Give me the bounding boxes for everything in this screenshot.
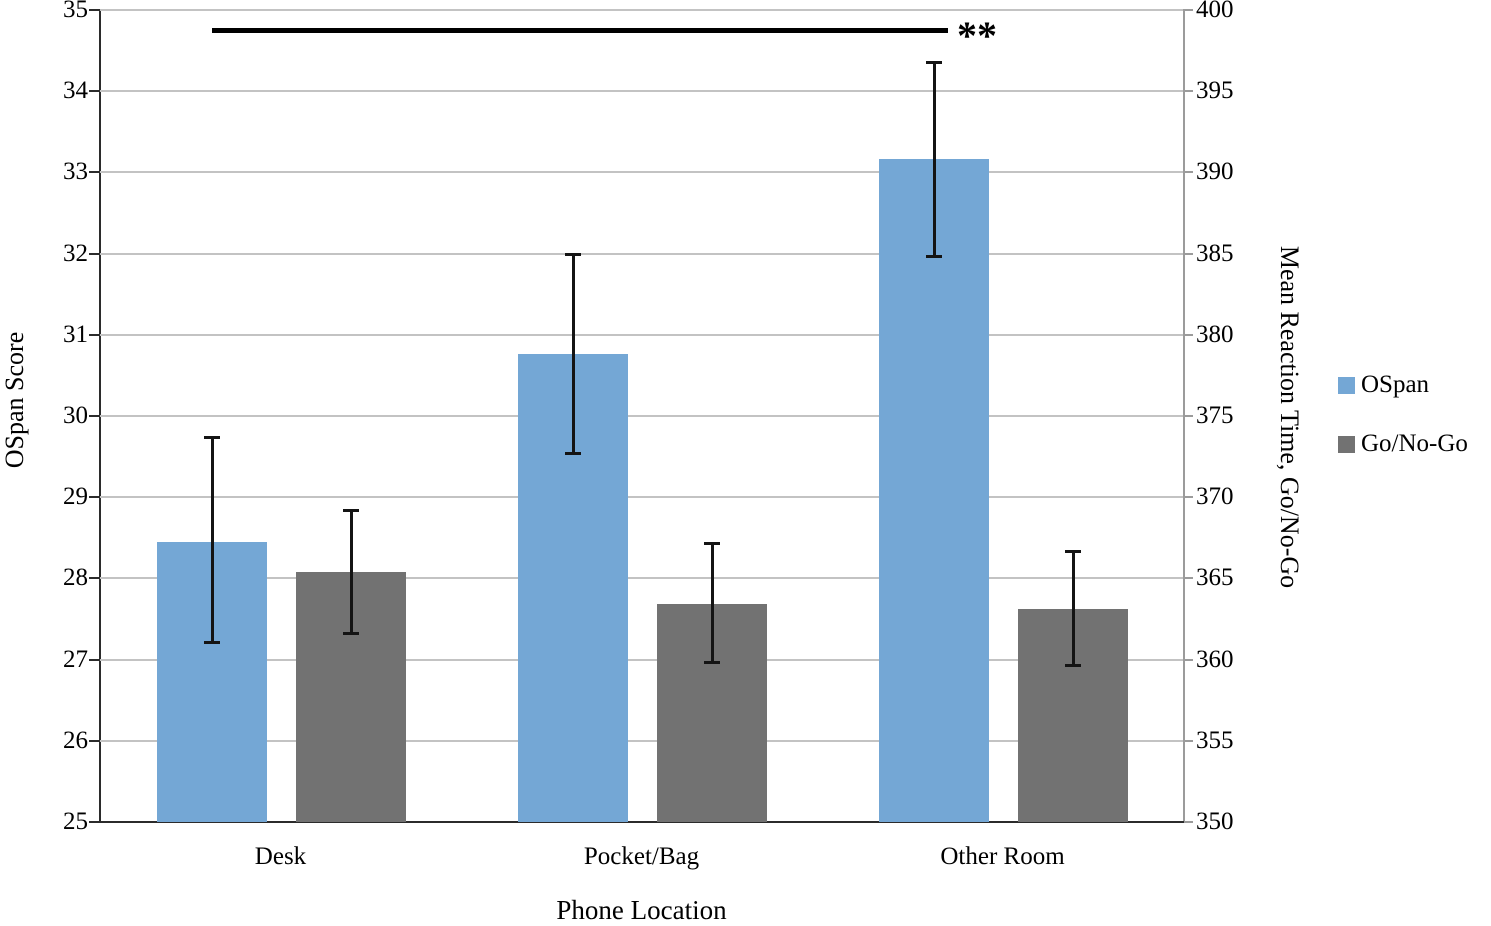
right-axis-tick-label: 365 [1196, 564, 1234, 592]
right-axis-tick-label: 400 [1196, 0, 1234, 23]
left-axis-tick [89, 333, 99, 336]
left-axis-tick-label: 32 [63, 239, 88, 267]
gridline [100, 658, 1183, 661]
right-axis-tick [1184, 333, 1193, 336]
x-category-label: Other Room [940, 843, 1065, 870]
left-axis-title: OSpan Score [0, 331, 29, 469]
left-axis-tick [89, 171, 99, 174]
left-axis-tick [89, 577, 99, 580]
error-bar-line [932, 61, 936, 257]
right-axis-tick [1184, 739, 1193, 742]
gridline [100, 415, 1183, 417]
left-axis-tick-label: 25 [63, 808, 88, 835]
error-bar-line [710, 542, 714, 663]
right-axis-tick [1184, 90, 1193, 93]
x-category-label: Pocket/Bag [583, 843, 700, 870]
error-bar-cap-top [343, 509, 359, 513]
error-bar-cap-top [926, 60, 942, 64]
right-axis-tick-label: 350 [1196, 808, 1234, 835]
right-axis-tick [1184, 171, 1193, 174]
right-axis-tick-label: 390 [1196, 158, 1234, 186]
right-axis-tick [1184, 658, 1193, 661]
right-axis-tick [1184, 821, 1193, 823]
legend-item-ospan: OSpan [1338, 372, 1429, 398]
legend-marker-gonogo [1338, 435, 1355, 453]
gridline [100, 739, 1183, 742]
error-bar-cap-top [204, 436, 220, 440]
left-axis-tick [89, 252, 99, 255]
x-axis-title: Phone Location [556, 895, 727, 925]
left-axis-tick-label: 34 [63, 77, 88, 105]
right-axis-tick [1184, 577, 1193, 580]
gridline [100, 252, 1183, 255]
gridline [100, 171, 1183, 174]
left-axis-tick-label: 29 [63, 483, 88, 511]
left-axis-tick [89, 496, 99, 499]
left-axis-tick-label: 27 [63, 645, 88, 673]
right-axis-tick-label: 380 [1196, 320, 1234, 348]
left-axis-tick [89, 9, 99, 11]
legend-label-ospan: OSpan [1361, 371, 1430, 398]
gridline [100, 333, 1183, 336]
right-axis-tick-label: 360 [1196, 645, 1234, 673]
right-axis-tick-label: 395 [1196, 77, 1234, 105]
error-bar-cap-bottom [704, 660, 720, 664]
error-bar-cap-bottom [204, 641, 220, 645]
legend-marker-ospan [1338, 376, 1355, 394]
error-bar-line [349, 510, 353, 634]
left-axis-tick [89, 739, 99, 742]
error-bar-cap-bottom [926, 254, 942, 258]
error-bar-cap-top [704, 541, 720, 545]
error-bar-cap-bottom [343, 631, 359, 635]
legend-label-gonogo: Go/No-Go [1361, 430, 1468, 457]
error-bar-cap-bottom [565, 452, 581, 456]
gridline [100, 577, 1183, 580]
left-axis-tick-label: 35 [63, 0, 88, 23]
error-bar-cap-top [1065, 549, 1081, 553]
error-bar-cap-bottom [1065, 664, 1081, 668]
right-axis-tick-label: 375 [1196, 402, 1234, 429]
right-axis-title: Mean Reaction Time, Go/No-Go [1275, 245, 1304, 589]
error-bar-cap-top [565, 252, 581, 256]
left-axis-tick-label: 33 [63, 158, 88, 186]
legend-item-gonogo: Go/No-Go [1338, 431, 1468, 457]
significance-label: ** [957, 13, 997, 59]
error-bar-line [1071, 550, 1075, 667]
gridline [100, 496, 1183, 499]
left-axis-tick [89, 415, 99, 417]
gridline [100, 90, 1183, 93]
x-axis-line [99, 821, 1185, 823]
right-axis-tick [1184, 252, 1193, 255]
left-axis-tick-label: 31 [63, 320, 88, 348]
left-axis-tick [89, 658, 99, 661]
significance-line [212, 27, 948, 33]
right-axis-tick-label: 370 [1196, 483, 1234, 511]
left-axis-tick [89, 90, 99, 93]
left-axis-tick [89, 821, 99, 823]
x-category-label: Desk [254, 843, 307, 870]
right-axis-tick [1184, 415, 1193, 417]
left-axis-tick-label: 28 [63, 564, 88, 592]
right-axis-tick [1184, 9, 1193, 11]
right-axis-tick-label: 385 [1196, 239, 1234, 267]
left-axis-tick-label: 26 [63, 726, 88, 754]
right-axis-tick [1184, 496, 1193, 499]
gridline [100, 9, 1183, 11]
error-bar-line [571, 253, 575, 455]
left-axis-tick-label: 30 [63, 402, 88, 429]
error-bar-line [210, 437, 214, 644]
bar-ospan [879, 159, 989, 822]
right-axis-tick-label: 355 [1196, 726, 1234, 754]
